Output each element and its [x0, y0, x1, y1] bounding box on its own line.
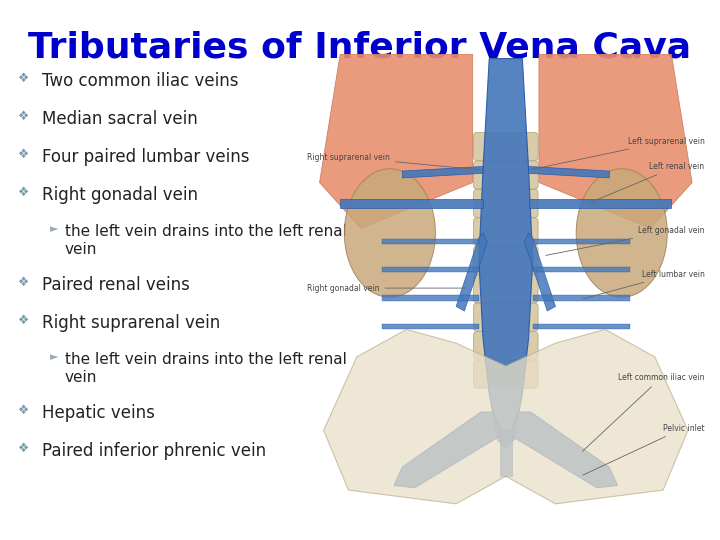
Polygon shape [533, 239, 630, 244]
Text: Hepatic veins: Hepatic veins [42, 404, 155, 422]
Text: Paired inferior phrenic vein: Paired inferior phrenic vein [42, 442, 266, 460]
FancyBboxPatch shape [474, 246, 538, 274]
Text: ❖: ❖ [18, 276, 30, 289]
Polygon shape [533, 295, 630, 301]
FancyBboxPatch shape [474, 332, 538, 360]
Polygon shape [539, 54, 692, 228]
Text: ❖: ❖ [18, 72, 30, 85]
Text: Paired renal veins: Paired renal veins [42, 276, 190, 294]
Polygon shape [382, 267, 479, 273]
Polygon shape [382, 295, 479, 301]
Ellipse shape [576, 168, 667, 297]
Polygon shape [524, 233, 556, 311]
Polygon shape [324, 329, 688, 504]
FancyBboxPatch shape [474, 275, 538, 303]
Text: Tributaries of Inferior Vena Cava: Tributaries of Inferior Vena Cava [28, 30, 692, 64]
Text: ❖: ❖ [18, 404, 30, 417]
Text: vein: vein [65, 242, 97, 257]
Text: Pelvic inlet: Pelvic inlet [582, 423, 704, 475]
Text: ►: ► [50, 224, 58, 234]
Text: ❖: ❖ [18, 148, 30, 161]
Text: vein: vein [65, 370, 97, 385]
Polygon shape [533, 324, 630, 329]
FancyBboxPatch shape [474, 132, 538, 160]
Text: Left lumbar vein: Left lumbar vein [583, 270, 704, 299]
Polygon shape [402, 166, 483, 178]
Polygon shape [456, 233, 487, 311]
Text: Right gonadal vein: Right gonadal vein [42, 186, 198, 204]
Text: Right suprarenal vein: Right suprarenal vein [42, 314, 220, 332]
Polygon shape [528, 166, 609, 178]
Text: ►: ► [50, 352, 58, 362]
Text: the left vein drains into the left renal: the left vein drains into the left renal [65, 224, 347, 239]
Polygon shape [382, 239, 479, 244]
Text: ❖: ❖ [18, 186, 30, 199]
Text: ❖: ❖ [18, 314, 30, 327]
Text: Four paired lumbar veins: Four paired lumbar veins [42, 148, 250, 166]
Text: ❖: ❖ [18, 442, 30, 455]
Text: Right suprarenal vein: Right suprarenal vein [307, 153, 480, 170]
Text: the left vein drains into the left renal: the left vein drains into the left renal [65, 352, 347, 367]
FancyBboxPatch shape [474, 303, 538, 331]
Ellipse shape [344, 168, 436, 297]
Text: Median sacral vein: Median sacral vein [42, 110, 198, 128]
Polygon shape [479, 59, 533, 449]
FancyBboxPatch shape [474, 360, 538, 388]
Polygon shape [394, 412, 502, 488]
Polygon shape [382, 324, 479, 329]
Polygon shape [320, 54, 472, 228]
Polygon shape [500, 430, 512, 476]
Polygon shape [510, 412, 618, 488]
Text: ❖: ❖ [18, 110, 30, 123]
Text: Left suprarenal vein: Left suprarenal vein [531, 137, 704, 170]
Text: Two common iliac veins: Two common iliac veins [42, 72, 238, 90]
Polygon shape [533, 267, 630, 273]
FancyBboxPatch shape [474, 161, 538, 189]
Text: Left gonadal vein: Left gonadal vein [546, 226, 704, 255]
FancyBboxPatch shape [474, 218, 538, 246]
FancyBboxPatch shape [474, 190, 538, 218]
Text: Left renal vein: Left renal vein [591, 162, 704, 202]
Text: Right gonadal vein: Right gonadal vein [307, 284, 466, 293]
Text: Left common iliac vein: Left common iliac vein [582, 373, 704, 451]
Polygon shape [528, 199, 671, 208]
Polygon shape [340, 199, 483, 208]
